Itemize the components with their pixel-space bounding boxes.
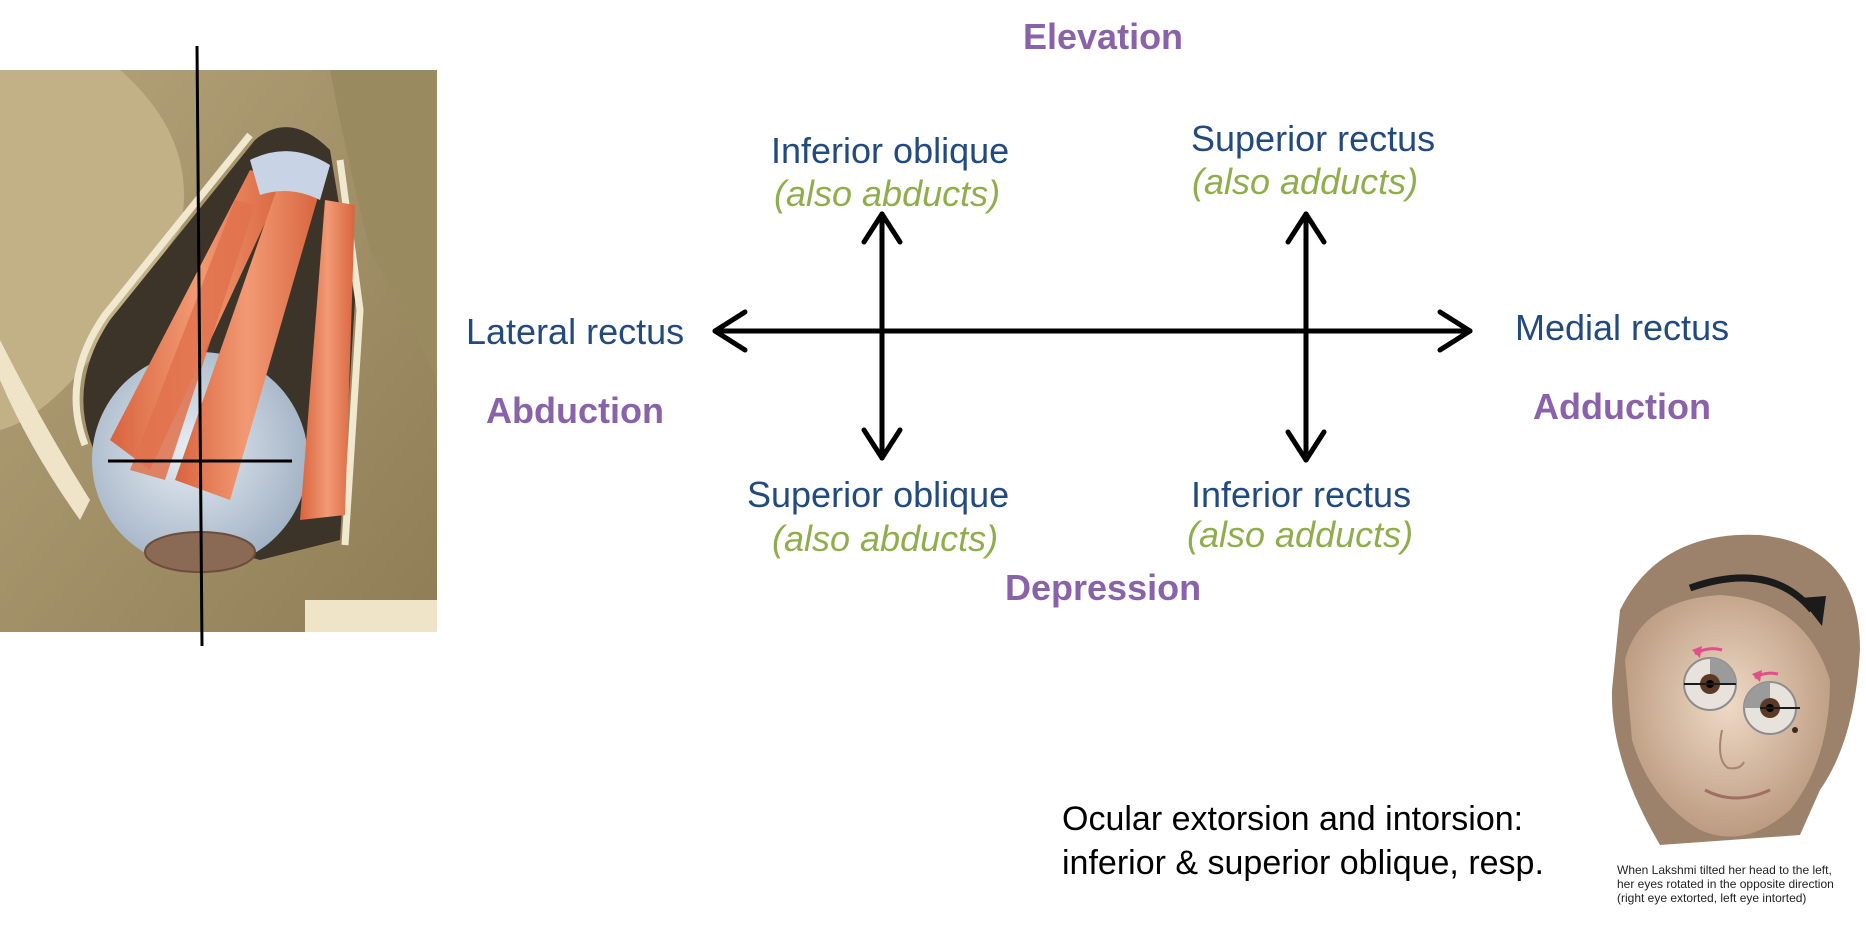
abduction-label: Abduction [486, 390, 664, 431]
superior-oblique-label: Superior oblique [747, 474, 1010, 515]
superior-oblique-note: (also abducts) [772, 518, 999, 559]
medial-rectus-label: Medial rectus [1515, 307, 1730, 348]
left-down-arrowhead [861, 427, 903, 461]
superior-rectus-note: (also adducts) [1192, 161, 1419, 202]
superior-rectus-label: Superior rectus [1191, 118, 1436, 159]
right-up-arrowhead [1285, 211, 1327, 245]
left-up-arrowhead [861, 211, 903, 245]
adduction-label: Adduction [1533, 386, 1711, 427]
inferior-oblique-note: (also abducts) [774, 173, 1001, 214]
figure-caption-line-3: (right eye extorted, left eye intorted) [1617, 891, 1807, 905]
abduction-arrowhead [712, 309, 748, 353]
elevation-label: Elevation [1023, 16, 1184, 57]
face [1625, 595, 1830, 837]
inferior-oblique-label: Inferior oblique [771, 130, 1010, 171]
torsion-caption-line-1: Ocular extorsion and intorsion: [1062, 800, 1524, 838]
figure-caption-line-2: her eyes rotated in the opposite directi… [1617, 877, 1834, 891]
mouth [1704, 788, 1771, 800]
lateral-rectus-label: Lateral rectus [466, 311, 685, 352]
right-down-arrowhead [1285, 429, 1327, 463]
inferior-rectus-label: Inferior rectus [1191, 474, 1412, 515]
inferior-rectus-note: (also adducts) [1187, 514, 1414, 555]
figure-caption-line-1: When Lakshmi tilted her head to the left… [1617, 863, 1832, 877]
depression-label: Depression [1005, 567, 1202, 608]
nose [1719, 729, 1745, 770]
torsion-caption-line-2: inferior & superior oblique, resp. [1062, 844, 1544, 882]
adduction-arrowhead [1437, 309, 1473, 353]
